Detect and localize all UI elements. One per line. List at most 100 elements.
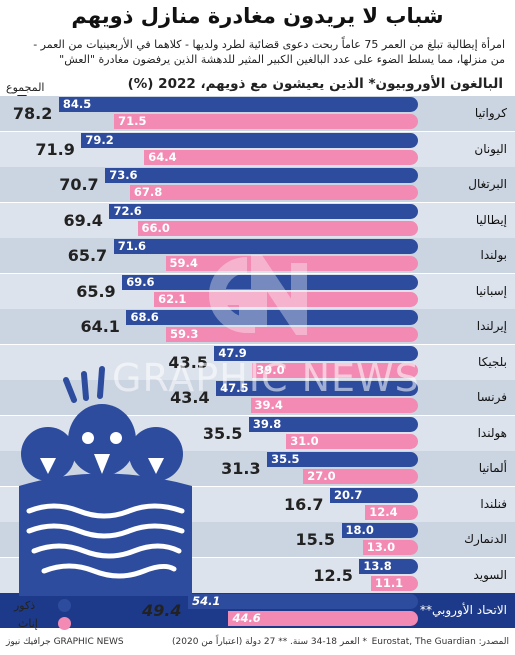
bar-male (81, 132, 418, 148)
chart-row: بولندا 71.6 59.4 65.7 (0, 238, 515, 273)
bar-male-value: 35.5 (271, 452, 300, 466)
bar-male-value: 47.9 (218, 345, 247, 360)
bar-female (252, 362, 418, 378)
chart-row: البرتغال 73.6 67.8 70.7 (0, 167, 515, 202)
bar-male-value: 72.6 (113, 203, 142, 218)
bar-male-value: 79.2 (85, 132, 114, 147)
bar-male (122, 274, 418, 290)
bar-female (303, 469, 418, 484)
legend-male-swatch (58, 599, 71, 612)
bar-female (114, 114, 418, 129)
total-value: 43.5 (168, 352, 208, 372)
bar-female (165, 256, 418, 271)
total-value: 12.5 (313, 565, 353, 585)
bar-male-value: 71.6 (117, 239, 147, 253)
bar-female (137, 220, 418, 236)
bar-male (216, 381, 418, 396)
chart-row: إيطاليا 72.6 66.0 69.4 (0, 202, 515, 238)
bar-female-value: 59.3 (169, 327, 199, 341)
country-label: بولندا (480, 248, 507, 262)
bar-male (267, 452, 418, 467)
chart-row: هولندا 39.8 31.0 35.5 (0, 415, 515, 451)
source-text: المصدر: Eurostat, The Guardian (371, 637, 509, 647)
legend-female-swatch (58, 617, 71, 630)
country-label: ألمانيا (478, 461, 507, 475)
bar-male-value: 69.6 (126, 274, 155, 289)
total-value: 65.7 (67, 246, 108, 265)
bar-female-value: 44.6 (232, 611, 261, 625)
bar-male (359, 558, 418, 574)
total-value: 69.4 (63, 210, 103, 230)
chart-row: الاتحاد الأوروبي** 54.1 44.6 49.4 (0, 593, 515, 628)
bar-female-value: 13.0 (366, 540, 396, 554)
total-value: 31.3 (221, 459, 261, 478)
total-value: 43.4 (170, 388, 210, 407)
bar-male (109, 203, 418, 219)
bar-male (188, 594, 418, 609)
total-value: 64.1 (80, 317, 120, 336)
chart-row: اليونان 79.2 64.4 71.9 (0, 131, 515, 167)
bar-male (330, 487, 418, 503)
bar-male (248, 416, 418, 432)
country-label: البرتغال (468, 177, 507, 191)
chart-row: إسبانيا 69.6 62.1 65.9 (0, 273, 515, 309)
bar-female-value: 39.4 (254, 398, 283, 412)
total-value: 65.9 (76, 281, 116, 301)
country-label: كرواتيا (474, 106, 507, 120)
bar-female-value: 12.4 (369, 504, 398, 519)
subtitle-line-2: من منزلها، مما يسلط الضوء على عدد البالغ… (59, 53, 505, 66)
bar-male-value: 13.8 (363, 558, 392, 573)
bar-female (144, 149, 418, 165)
bar-male-value: 39.8 (252, 416, 282, 431)
bar-female-value: 62.1 (158, 291, 187, 306)
bar-male (58, 97, 418, 112)
bar-male-value: 73.6 (109, 168, 138, 182)
bar-male-value: 47.5 (220, 381, 249, 395)
country-label: الدنمارك (464, 532, 507, 546)
total-value: 49.4 (142, 601, 182, 620)
country-label: بلجيكا (478, 354, 507, 369)
total-value: 70.7 (59, 175, 99, 194)
bar-female-value: 11.1 (374, 575, 404, 590)
country-label: إيطاليا (475, 212, 507, 227)
legend-female-label: إناث (18, 617, 38, 630)
total-value: 78.2 (12, 104, 53, 123)
subtitle-line-1: امرأة إيطالية تبلغ من العمر 75 عاماً ربح… (33, 38, 505, 51)
bar-male-value: 84.5 (62, 97, 92, 111)
bar-male-value: 68.6 (130, 310, 159, 324)
bar-male (126, 310, 418, 325)
bar-female-value: 39.0 (256, 362, 285, 377)
footnotes: * العمر 18-34 سنة. ** 27 دولة (اعتباراً … (172, 637, 367, 647)
bar-female-value: 67.8 (133, 185, 163, 199)
country-label: إيرلندا (476, 319, 507, 333)
legend-male-label: ذكور (14, 599, 36, 612)
credit-text: GRAPHIC NEWS جرافيك نيوز (6, 637, 124, 647)
country-label: السويد (473, 567, 507, 582)
bar-male (214, 345, 418, 361)
page-title: شباب لا يريدون مغادرة منازل ذويهم (71, 4, 444, 28)
country-label: الاتحاد الأوروبي** (420, 603, 507, 617)
bar-female (362, 540, 418, 555)
bar-male (105, 168, 418, 183)
bar-female-value: 59.4 (169, 256, 198, 270)
bar-male (341, 523, 418, 538)
chart-row: كرواتيا 84.5 71.5 78.2 (0, 96, 515, 131)
bar-female (250, 398, 418, 413)
total-value: 71.9 (35, 139, 75, 159)
country-label: اليونان (474, 141, 507, 156)
chart-title: البالغون الأوروبيون* الذين يعيشون مع ذوي… (127, 76, 503, 92)
chart-row: ألمانيا 35.5 27.0 31.3 (0, 451, 515, 486)
bar-female (165, 327, 418, 342)
bar-female (370, 575, 418, 591)
bar-female (286, 433, 418, 449)
birds-nest-icon (19, 366, 192, 596)
bar-female (129, 185, 418, 200)
total-value: 16.7 (284, 494, 324, 514)
chart-row: إيرلندا 68.6 59.3 64.1 (0, 309, 515, 344)
bar-female-value: 31.0 (290, 433, 319, 448)
bar-female-value: 27.0 (307, 469, 336, 483)
total-value: 35.5 (202, 423, 243, 443)
bar-female-value: 71.5 (118, 114, 147, 128)
total-value: 15.5 (295, 530, 335, 549)
bar-female-value: 66.0 (141, 220, 170, 235)
